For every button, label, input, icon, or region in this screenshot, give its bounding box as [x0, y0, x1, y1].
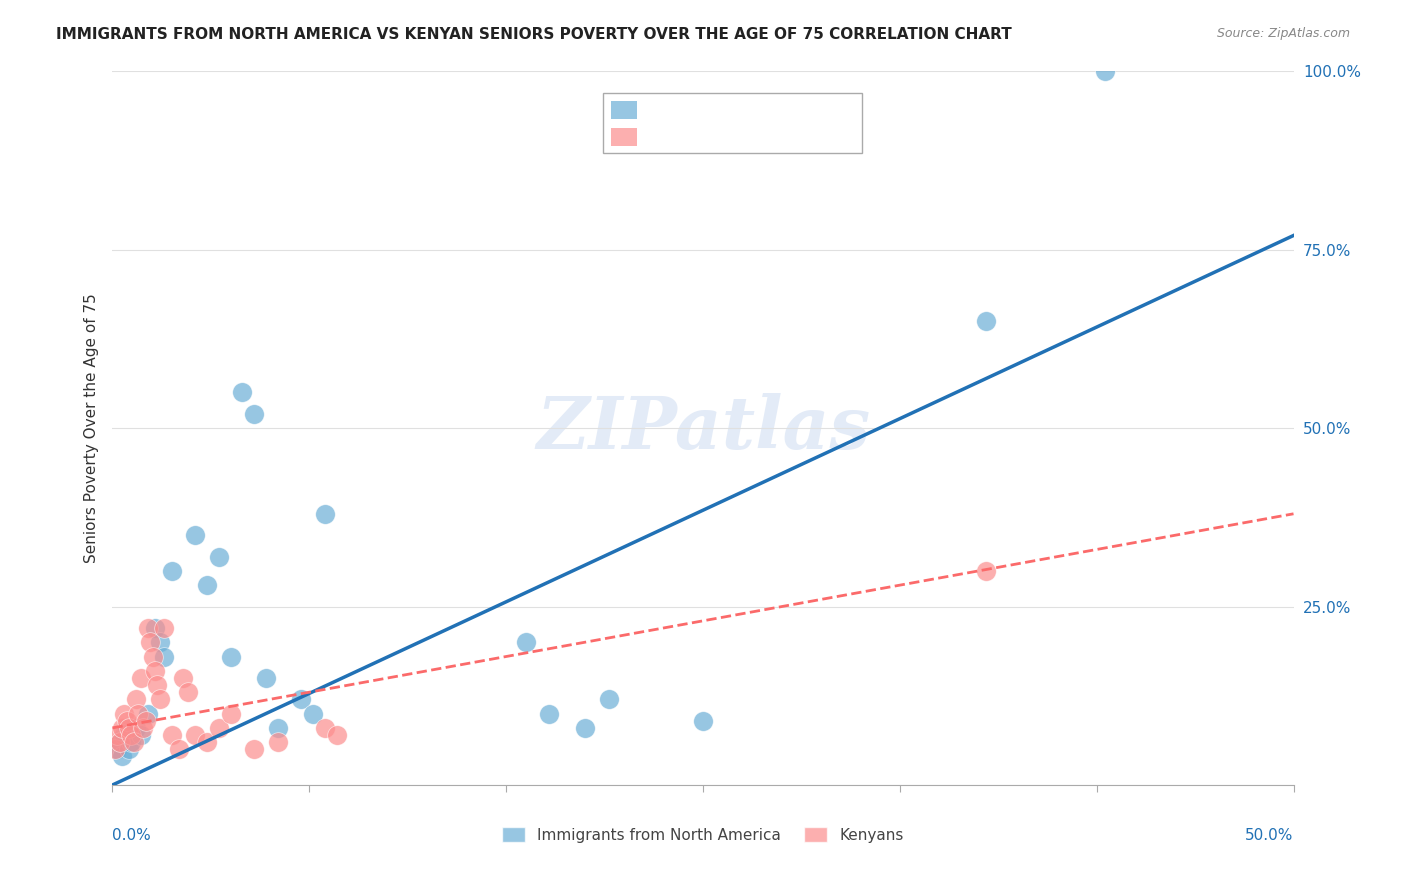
Point	[115, 714, 138, 728]
Point	[1094, 64, 1116, 78]
Point	[111, 721, 134, 735]
Point	[598, 692, 620, 706]
Point	[136, 621, 159, 635]
Point	[314, 507, 336, 521]
Point	[149, 692, 172, 706]
Point	[125, 692, 148, 706]
Y-axis label: Seniors Poverty Over the Age of 75: Seniors Poverty Over the Age of 75	[83, 293, 98, 563]
Point	[243, 742, 266, 756]
Text: IMMIGRANTS FROM NORTH AMERICA VS KENYAN SENIORS POVERTY OVER THE AGE OF 75 CORRE: IMMIGRANTS FROM NORTH AMERICA VS KENYAN …	[56, 27, 1012, 42]
Point	[574, 721, 596, 735]
Point	[139, 635, 162, 649]
Point	[208, 721, 231, 735]
Point	[112, 728, 135, 742]
Point	[195, 735, 218, 749]
Point	[125, 721, 148, 735]
Point	[143, 621, 166, 635]
Point	[160, 728, 183, 742]
Point	[976, 314, 998, 328]
Point	[115, 721, 138, 735]
Point	[132, 721, 155, 735]
Point	[142, 649, 165, 664]
Text: R =  0.154: R = 0.154	[647, 129, 728, 145]
Point	[172, 671, 194, 685]
Point	[538, 706, 561, 721]
Point	[167, 742, 190, 756]
Point	[111, 749, 134, 764]
FancyBboxPatch shape	[603, 93, 862, 153]
Point	[129, 728, 152, 742]
Point	[143, 664, 166, 678]
Point	[149, 635, 172, 649]
Point	[135, 714, 157, 728]
Point	[153, 621, 176, 635]
Text: Source: ZipAtlas.com: Source: ZipAtlas.com	[1216, 27, 1350, 40]
Point	[243, 407, 266, 421]
Point	[105, 742, 128, 756]
Point	[160, 564, 183, 578]
Text: 0.0%: 0.0%	[112, 828, 152, 843]
Point	[314, 721, 336, 735]
Point	[105, 728, 128, 742]
Point	[515, 635, 537, 649]
Point	[219, 649, 242, 664]
Text: N = 34: N = 34	[768, 129, 825, 145]
Point	[208, 549, 231, 564]
Point	[267, 721, 290, 735]
Point	[136, 706, 159, 721]
Point	[177, 685, 200, 699]
Point	[302, 706, 325, 721]
Point	[184, 728, 207, 742]
Point	[692, 714, 714, 728]
Point	[120, 735, 142, 749]
Point	[118, 721, 141, 735]
Point	[184, 528, 207, 542]
Point	[112, 706, 135, 721]
Point	[231, 385, 253, 400]
FancyBboxPatch shape	[610, 101, 637, 120]
Point	[326, 728, 349, 742]
Point	[127, 706, 149, 721]
Point	[195, 578, 218, 592]
Text: ZIPatlas: ZIPatlas	[536, 392, 870, 464]
FancyBboxPatch shape	[610, 128, 637, 146]
Point	[118, 742, 141, 756]
Point	[108, 735, 131, 749]
Point	[153, 649, 176, 664]
Point	[290, 692, 312, 706]
Point	[976, 564, 998, 578]
Point	[120, 728, 142, 742]
Point	[104, 742, 127, 756]
Point	[267, 735, 290, 749]
Legend: Immigrants from North America, Kenyans: Immigrants from North America, Kenyans	[496, 821, 910, 848]
Point	[254, 671, 277, 685]
Point	[108, 735, 131, 749]
Point	[129, 671, 152, 685]
Point	[146, 678, 169, 692]
Text: N = 32: N = 32	[768, 103, 825, 118]
Point	[122, 735, 145, 749]
Text: R = 0.500: R = 0.500	[647, 103, 723, 118]
Text: 50.0%: 50.0%	[1246, 828, 1294, 843]
Point	[219, 706, 242, 721]
